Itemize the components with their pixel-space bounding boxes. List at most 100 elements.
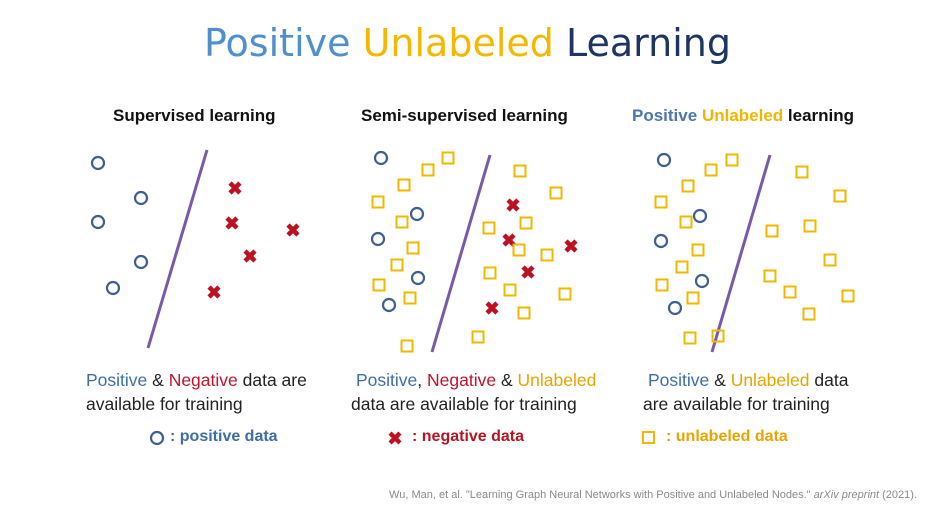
decision-boundary-line [146,149,209,349]
negative-point [564,239,578,253]
negative-point [521,265,535,279]
unlabeled-point [711,329,725,343]
unlabeled-point [654,195,668,209]
unlabeled-point [783,285,797,299]
desc-positive: Positive [648,370,710,390]
legend-unlabeled-label: : unlabeled data [666,428,788,445]
unlabeled-point [763,269,777,283]
description-semi-line1: Positive, Negative & Unlabeled [356,368,596,392]
unlabeled-point [686,291,700,305]
negative-point [502,233,516,247]
unlabeled-point [512,243,526,257]
desc-unlabeled: Unlabeled [517,370,597,390]
positive-point [133,254,149,270]
unlabeled-point [558,287,572,301]
citation-venue: arXiv preprint [813,489,880,501]
positive-point [667,300,683,316]
unlabeled-point [765,224,779,238]
positive-point [90,214,106,230]
positive-point [653,233,669,249]
unlabeled-point [691,243,705,257]
negative-point [207,285,221,299]
unlabeled-point [802,307,816,321]
positive-point [694,273,710,289]
negative-point [485,301,499,315]
unlabeled-point [795,165,809,179]
positive-point [133,190,149,206]
desc-positive: Positive [356,370,418,390]
unlabeled-point [823,253,837,267]
negative-point [228,181,242,195]
unlabeled-point [397,178,411,192]
title-learning: Learning [566,21,731,65]
title-unlabeled: Unlabeled [362,21,554,65]
legend-unlabeled: : unlabeled data [640,428,788,446]
unlabeled-point [549,186,563,200]
desc-unlabeled: Unlabeled [730,370,810,390]
unlabeled-point [655,278,669,292]
unlabeled-point [833,189,847,203]
positive-point [105,280,121,296]
positive-point [381,297,397,313]
desc-negative: Negative [427,370,497,390]
negative-point [286,223,300,237]
legend-negative-label: : negative data [412,428,525,445]
unlabeled-point [400,339,414,353]
unlabeled-point [441,151,455,165]
unlabeled-point [482,221,496,235]
unlabeled-point [371,195,385,209]
citation-authors: Wu, Man, et al. "Learning Graph Neural N… [389,489,814,501]
unlabeled-point [406,241,420,255]
unlabeled-point [841,289,855,303]
decision-boundary-line [710,154,772,353]
desc-amp: & [709,370,731,390]
desc-rest: data [809,370,849,390]
negative-point [506,198,520,212]
unlabeled-point [683,331,697,345]
unlabeled-point [675,260,689,274]
panel-heading-pu-positive: Positive [632,106,698,125]
positive-point [90,155,106,171]
citation: Wu, Man, et al. "Learning Graph Neural N… [389,489,917,501]
description-pu-line2: are available for training [643,394,830,414]
desc-rest: data are [237,370,307,390]
cross-icon [388,431,402,445]
description-supervised: Positive & Negative data are available f… [86,368,307,416]
unlabeled-point [403,291,417,305]
unlabeled-point [704,163,718,177]
panel-heading-semi-supervised: Semi-supervised learning [361,106,568,125]
description-semi-line2: data are available for training [351,394,577,414]
legend-positive: : positive data [148,428,278,446]
negative-point [225,216,239,230]
panel-heading-pu-unlabeled: Unlabeled [701,106,784,125]
unlabeled-point [803,219,817,233]
unlabeled-point [681,179,695,193]
desc-amp: & [147,370,169,390]
unlabeled-point [503,283,517,297]
unlabeled-point [390,258,404,272]
unlabeled-point [517,306,531,320]
decision-boundary-line [430,154,492,353]
unlabeled-point [725,153,739,167]
page-title: Positive Unlabeled Learning [0,18,935,68]
description-pu-line1: Positive & Unlabeled data [648,368,848,392]
unlabeled-point [483,266,497,280]
positive-point [410,270,426,286]
negative-point [243,249,257,263]
positive-point [409,206,425,222]
unlabeled-point [519,216,533,230]
desc-comma: , [417,370,428,390]
description-semi: Positive, Negative & Unlabeled data are … [351,368,596,416]
positive-point [656,152,672,168]
desc-positive: Positive [86,370,148,390]
circle-icon [149,430,165,446]
panel-heading-pu-learning: learning [787,106,855,125]
panel-heading-supervised: Supervised learning [113,106,276,125]
positive-point [692,208,708,224]
unlabeled-point [372,278,386,292]
title-positive: Positive [204,21,351,65]
unlabeled-point [679,215,693,229]
panel-heading-pu: Positive Unlabeled learning [632,106,854,126]
positive-point [370,231,386,247]
